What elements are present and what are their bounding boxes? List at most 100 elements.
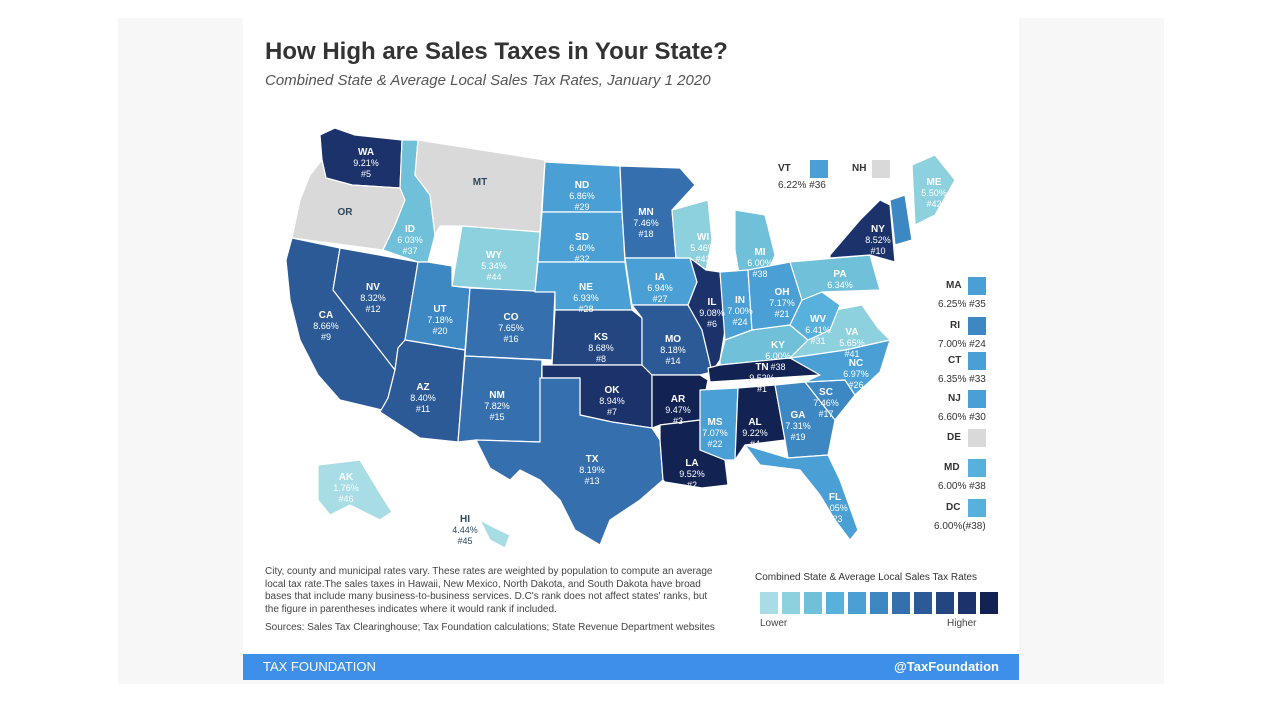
legend-swatch-9	[936, 592, 954, 614]
state-label-mo: MO8.18%#14	[660, 334, 686, 366]
side-state-md-value: 6.00% #38	[938, 481, 986, 492]
state-label-nd: ND6.86%#29	[569, 180, 595, 212]
side-state-de-swatch	[968, 429, 986, 447]
state-label-mt: MT	[473, 177, 487, 188]
side-state-ma-value: 6.25% #35	[938, 299, 986, 310]
state-wy-abbr: WY	[486, 250, 502, 261]
state-hi-abbr: HI	[460, 514, 470, 525]
side-state-ri-abbr: RI	[950, 320, 960, 331]
state-fl-abbr: FL	[829, 492, 841, 503]
state-ok-rate: 8.94%	[599, 396, 625, 406]
state-ny-rank: #10	[870, 246, 885, 256]
state-id-abbr: ID	[405, 224, 415, 235]
state-label-ia: IA6.94%#27	[647, 272, 673, 304]
state-nc-rate: 6.97%	[843, 369, 869, 379]
side-state-ri-swatch	[968, 317, 986, 335]
state-or-abbr: OR	[338, 207, 354, 218]
state-ks-rate: 8.68%	[588, 343, 614, 353]
state-label-la: LA9.52%#2	[679, 458, 705, 490]
state-ks-abbr: KS	[594, 332, 608, 343]
state-mn-rate: 7.46%	[633, 218, 659, 228]
state-ak-abbr: AK	[339, 472, 354, 483]
state-ms	[699, 387, 739, 461]
state-tx-rate: 8.19%	[579, 465, 605, 475]
state-fl-rate: 7.05%	[822, 503, 848, 513]
legend-swatch-1	[760, 592, 778, 614]
state-label-pa: PA6.34%#34	[827, 269, 853, 301]
side-state-ct-abbr: CT	[948, 355, 962, 366]
state-az-rank: #11	[416, 404, 430, 414]
state-in-rank: #24	[732, 317, 747, 327]
state-mi-abbr: MI	[754, 247, 765, 258]
state-ia-rate: 6.94%	[647, 283, 673, 293]
state-label-il: IL9.08%#6	[699, 297, 725, 329]
side-state-nh-swatch	[872, 160, 890, 178]
footer-bar: TAX FOUNDATION @TaxFoundation	[243, 654, 1019, 680]
state-hi	[479, 519, 511, 549]
state-ia-abbr: IA	[655, 272, 665, 283]
legend-swatch-10	[958, 592, 976, 614]
legend-high-label: Higher	[947, 618, 977, 629]
side-state-nj-swatch	[968, 390, 986, 408]
state-sc-rate: 7.46%	[813, 398, 839, 408]
state-ky-rank: #38	[770, 362, 785, 372]
side-state-nh-abbr: NH	[852, 163, 867, 174]
state-in-rate: 7.00%	[727, 306, 753, 316]
state-oh-abbr: OH	[775, 287, 790, 298]
state-ny-abbr: NY	[871, 224, 885, 235]
legend-swatch-8	[914, 592, 932, 614]
state-pa-rate: 6.34%	[827, 280, 853, 290]
side-state-nj-value: 6.60% #30	[938, 412, 986, 423]
state-pa-abbr: PA	[833, 269, 846, 280]
state-va-rank: #41	[844, 349, 859, 359]
state-label-sd: SD6.40%#32	[569, 232, 595, 264]
footer-brand: TAX FOUNDATION	[263, 659, 376, 674]
state-nv-rank: #12	[365, 304, 380, 314]
state-ar-rate: 9.47%	[665, 405, 691, 415]
state-tx	[475, 377, 664, 546]
state-tn-rate: 9.53%	[749, 373, 775, 383]
state-co-rate: 7.65%	[498, 323, 524, 333]
state-sd-abbr: SD	[575, 232, 589, 243]
state-nd-rate: 6.86%	[569, 191, 595, 201]
state-ny	[829, 199, 896, 263]
side-state-ct-swatch	[968, 352, 986, 370]
legend-low-label: Lower	[760, 618, 788, 629]
state-label-ok: OK8.94%#7	[599, 385, 625, 417]
state-label-ks: KS8.68%#8	[588, 332, 614, 364]
state-ga-rate: 7.31%	[785, 421, 811, 431]
state-label-wy: WY5.34%#44	[481, 250, 507, 282]
side-state-ri-value: 7.00% #24	[938, 339, 986, 350]
legend-swatch-2	[782, 592, 800, 614]
state-ak	[317, 459, 393, 521]
state-tn-abbr: TN	[755, 362, 768, 373]
state-ne-rate: 6.93%	[573, 293, 599, 303]
state-ky-abbr: KY	[771, 340, 785, 351]
page-title: How High are Sales Taxes in Your State?	[265, 38, 728, 65]
state-ms-rate: 7.07%	[702, 428, 728, 438]
state-label-ut: UT7.18%#20	[427, 304, 453, 336]
state-fl	[744, 444, 859, 541]
state-label-oh: OH7.17%#21	[769, 287, 795, 319]
state-hi-rate: 4.44%	[452, 525, 478, 535]
legend-swatch-7	[892, 592, 910, 614]
state-il-rate: 9.08%	[699, 308, 725, 318]
state-la-rate: 9.52%	[679, 469, 705, 479]
state-nd-abbr: ND	[575, 180, 589, 191]
footer-handle[interactable]: @TaxFoundation	[894, 659, 999, 674]
state-label-nc: NC6.97%#26	[843, 358, 869, 390]
state-ut-rank: #20	[432, 326, 447, 336]
state-label-fl: FL7.05%#23	[822, 492, 848, 524]
state-ca-rank: #9	[321, 332, 331, 342]
state-wi-abbr: WI	[697, 232, 709, 243]
state-ar-abbr: AR	[671, 394, 686, 405]
state-il-abbr: IL	[708, 297, 717, 308]
state-co-rank: #16	[503, 334, 518, 344]
side-state-ma-abbr: MA	[946, 280, 962, 291]
state-ia-rank: #27	[652, 294, 667, 304]
state-label-hi: HI4.44%#45	[452, 514, 478, 546]
state-wv-rank: #31	[810, 336, 825, 346]
legend-title: Combined State & Average Local Sales Tax…	[755, 572, 977, 583]
side-state-md-swatch	[968, 459, 986, 477]
